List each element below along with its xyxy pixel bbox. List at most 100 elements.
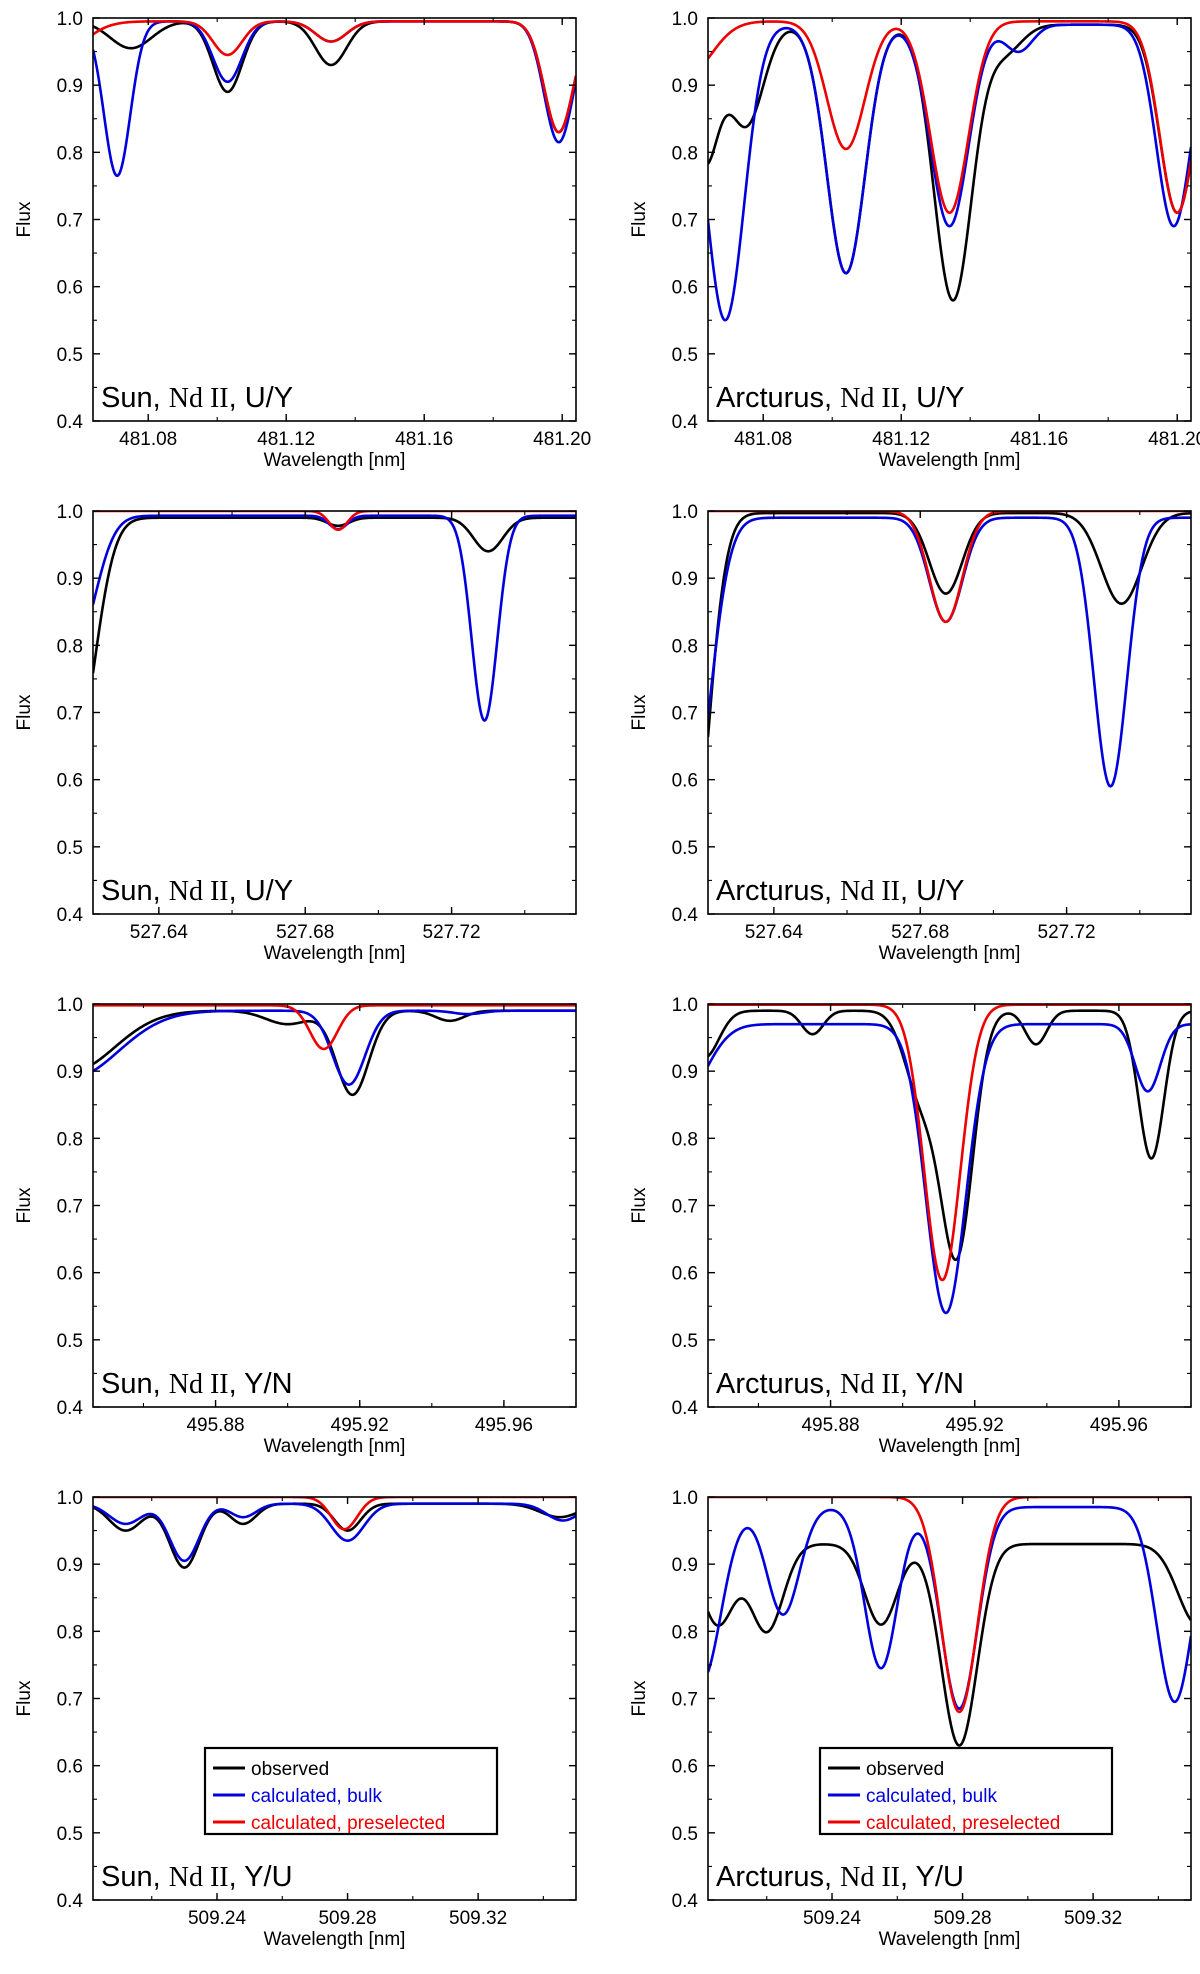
y-tick-label: 0.7 (57, 1690, 83, 1711)
y-tick-label: 0.8 (57, 636, 83, 657)
y-tick-label: 0.9 (672, 76, 698, 97)
panel-label-star: Sun, (101, 1368, 169, 1400)
y-tick-label: 0.6 (57, 771, 83, 792)
panel-label-ion: Nd II (840, 1862, 900, 1893)
y-tick-label: 0.7 (672, 211, 698, 232)
x-tick-label: 509.32 (1064, 1908, 1122, 1929)
y-tick-label: 0.8 (57, 1129, 83, 1150)
panel-label: Sun, Nd II, Y/U (101, 1861, 293, 1893)
panel-label-ion: Nd II (840, 1369, 900, 1400)
y-tick-label: 0.9 (672, 1062, 698, 1083)
chart-panel-5: 0.4 0.5 0.6 0.7 0.8 0.9 1.0 495.88 495.92 495.96 W… (629, 995, 1192, 1457)
series-line-observed (93, 516, 576, 674)
y-axis-title: Flux (14, 1187, 35, 1223)
panel-label-flags: , Y/U (229, 1861, 293, 1893)
panel-label-ion: Nd II (840, 876, 900, 907)
x-tick-label: 481.16 (395, 429, 453, 450)
plot-frame (707, 1496, 1192, 1901)
plot-frame (92, 1496, 577, 1901)
panel-label: Arcturus, Nd II, U/Y (716, 875, 964, 907)
x-tick-label: 527.72 (423, 922, 481, 943)
panel-label-star: Sun, (101, 382, 169, 414)
x-tick-label: 481.12 (872, 429, 930, 450)
series-line-bulk (708, 516, 1191, 788)
chart-panel-3: 0.4 0.5 0.6 0.7 0.8 0.9 1.0 527.64 527.68 527.72 W… (629, 502, 1192, 964)
x-tick-label: 509.28 (318, 1908, 376, 1929)
x-tick-label: 509.28 (933, 1908, 991, 1929)
y-tick-label: 0.7 (672, 1197, 698, 1218)
x-tick-label: 481.20 (533, 429, 591, 450)
y-tick-label: 0.6 (672, 771, 698, 792)
y-tick-label: 0.7 (57, 1197, 83, 1218)
panel-label-ion: Nd II (169, 383, 229, 414)
y-tick-label: 0.5 (672, 838, 698, 859)
x-tick-label: 509.24 (188, 1908, 247, 1929)
y-axis-title: Flux (14, 694, 35, 730)
y-tick-label: 1.0 (672, 502, 698, 523)
x-tick-label: 495.88 (801, 1415, 859, 1436)
chart-panel-2: 0.4 0.5 0.6 0.7 0.8 0.9 1.0 527.64 527.68 527.72 W… (14, 502, 577, 964)
y-tick-label: 0.9 (57, 76, 83, 97)
y-tick-label: 0.5 (672, 1331, 698, 1352)
x-tick-label: 527.64 (130, 922, 189, 943)
y-tick-label: 1.0 (57, 1488, 83, 1509)
series-line-observed (708, 1009, 1191, 1262)
series-line-observed (93, 1502, 576, 1569)
x-axis-title: Wavelength [nm] (264, 450, 406, 471)
y-axis-title: Flux (14, 1680, 35, 1716)
y-tick-label: 0.4 (672, 1891, 699, 1912)
x-tick-label: 481.08 (734, 429, 792, 450)
series-line-observed (708, 511, 1191, 738)
panel-label-flags: , U/Y (229, 382, 293, 414)
series-line-observed (708, 23, 1191, 302)
legend: observed calculated, bulk calculated, pres… (203, 1746, 499, 1836)
plot-frame (92, 1003, 577, 1408)
x-tick-label: 509.24 (803, 1908, 862, 1929)
plot-frame (707, 1003, 1192, 1408)
series-line-bulk (93, 1009, 576, 1086)
series-group (708, 20, 1191, 322)
y-tick-label: 0.7 (672, 704, 698, 725)
series-line-bulk (708, 1022, 1191, 1315)
y-tick-label: 0.4 (672, 1398, 699, 1419)
series-line-preselected (93, 511, 576, 532)
x-tick-label: 495.92 (331, 1415, 389, 1436)
x-axis-title: Wavelength [nm] (879, 450, 1021, 471)
y-tick-label: 0.4 (57, 1891, 84, 1912)
y-tick-label: 1.0 (57, 995, 83, 1016)
legend-label-observed: observed (251, 1759, 329, 1780)
plot-frame (707, 17, 1192, 422)
legend-label-preselected: calculated, preselected (866, 1813, 1060, 1834)
legend-label-bulk: calculated, bulk (251, 1786, 382, 1807)
x-tick-label: 527.68 (276, 922, 334, 943)
x-tick-label: 495.96 (475, 1415, 533, 1436)
y-tick-label: 0.4 (672, 412, 699, 433)
panel-label-star: Arcturus, (716, 1861, 840, 1893)
x-tick-label: 481.16 (1010, 429, 1068, 450)
panel-label-star: Sun, (101, 875, 169, 907)
series-line-preselected (708, 20, 1191, 215)
series-group (93, 511, 576, 722)
y-tick-label: 0.9 (672, 1555, 698, 1576)
y-tick-label: 1.0 (672, 995, 698, 1016)
y-tick-label: 0.8 (672, 1622, 698, 1643)
panel-label-star: Arcturus, (716, 382, 840, 414)
series-line-bulk (708, 23, 1191, 322)
y-tick-label: 0.8 (672, 143, 698, 164)
series-group (93, 1004, 576, 1097)
panel-label-flags: , Y/N (229, 1368, 293, 1400)
chart-panel-7: 0.4 0.5 0.6 0.7 0.8 0.9 1.0 509.24 509.28 509.32 W… (629, 1488, 1192, 1950)
panel-label-ion: Nd II (169, 1369, 229, 1400)
series-line-observed (708, 1542, 1191, 1747)
series-line-observed (93, 1009, 576, 1097)
y-tick-label: 1.0 (57, 502, 83, 523)
x-tick-label: 481.12 (257, 429, 315, 450)
plot-frame (92, 510, 577, 915)
series-line-preselected (93, 20, 576, 134)
series-line-preselected (93, 1497, 576, 1531)
y-tick-label: 0.5 (57, 345, 83, 366)
y-axis-title: Flux (629, 1680, 650, 1716)
y-tick-label: 0.6 (57, 278, 83, 299)
y-tick-label: 0.7 (57, 211, 83, 232)
